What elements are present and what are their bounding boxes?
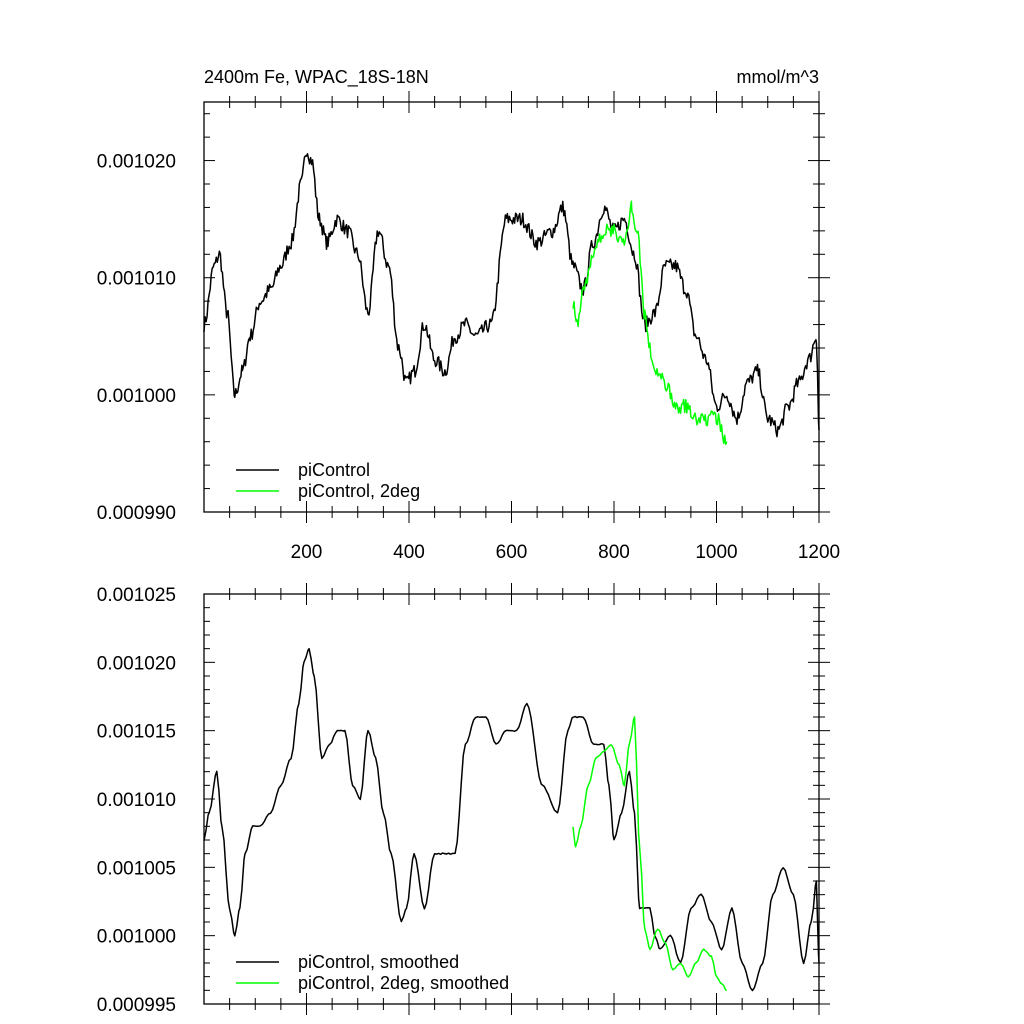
top-xtick-label: 1000	[695, 542, 737, 563]
legend-label-picontrol: piControl	[298, 460, 370, 480]
bottom-ytick-label: 0.001020	[97, 653, 176, 674]
top-legend: piControl piControl, 2deg	[236, 460, 420, 501]
bottom-ytick-label: 0.001005	[97, 858, 176, 879]
bottom-series-group	[203, 647, 820, 992]
top-xtick-label: 1200	[798, 542, 840, 563]
top-ytick-label: 0.001000	[97, 386, 176, 407]
top-xtick-label: 800	[598, 542, 630, 563]
legend-label-2deg-smoothed: piControl, 2deg, smoothed	[298, 973, 509, 993]
top-series-group	[203, 153, 820, 446]
top-series-picontrol-2deg-line	[572, 200, 728, 446]
top-xtick-label: 400	[393, 542, 425, 563]
bottom-ytick-label: 0.001025	[97, 585, 176, 606]
top-xtick-label: 200	[291, 542, 323, 563]
top-series-picontrol-line	[203, 153, 820, 438]
bottom-plot-frame	[203, 593, 820, 1005]
chart-title: 2400m Fe, WPAC_18S-18N	[204, 67, 429, 88]
top-ytick-label: 0.001010	[97, 269, 176, 290]
top-axes: 200 400 600 800 1000 1200 0.000990 0.001000 0.00…	[97, 91, 840, 563]
top-plot-frame	[203, 101, 820, 513]
bottom-axes: 0.000995 0.001000 0.001005 0.001010 0.001015…	[97, 583, 830, 1016]
top-ytick-label: 0.000990	[97, 503, 176, 524]
bottom-series-picontrol-line	[203, 647, 820, 992]
bottom-ytick-label: 0.000995	[97, 995, 176, 1016]
top-xtick-label: 600	[496, 542, 528, 563]
legend-label-smoothed: piControl, smoothed	[298, 952, 459, 972]
bottom-legend: piControl, smoothed piControl, 2deg, smo…	[236, 952, 509, 993]
legend-label-picontrol-2deg: piControl, 2deg	[298, 481, 420, 501]
bottom-ytick-label: 0.001000	[97, 927, 176, 948]
top-ytick-label: 0.001020	[97, 152, 176, 173]
chart-units: mmol/m^3	[737, 67, 819, 87]
bottom-series-picontrol-2deg-line	[572, 716, 727, 992]
bottom-ytick-label: 0.001010	[97, 790, 176, 811]
bottom-ytick-label: 0.001015	[97, 722, 176, 743]
